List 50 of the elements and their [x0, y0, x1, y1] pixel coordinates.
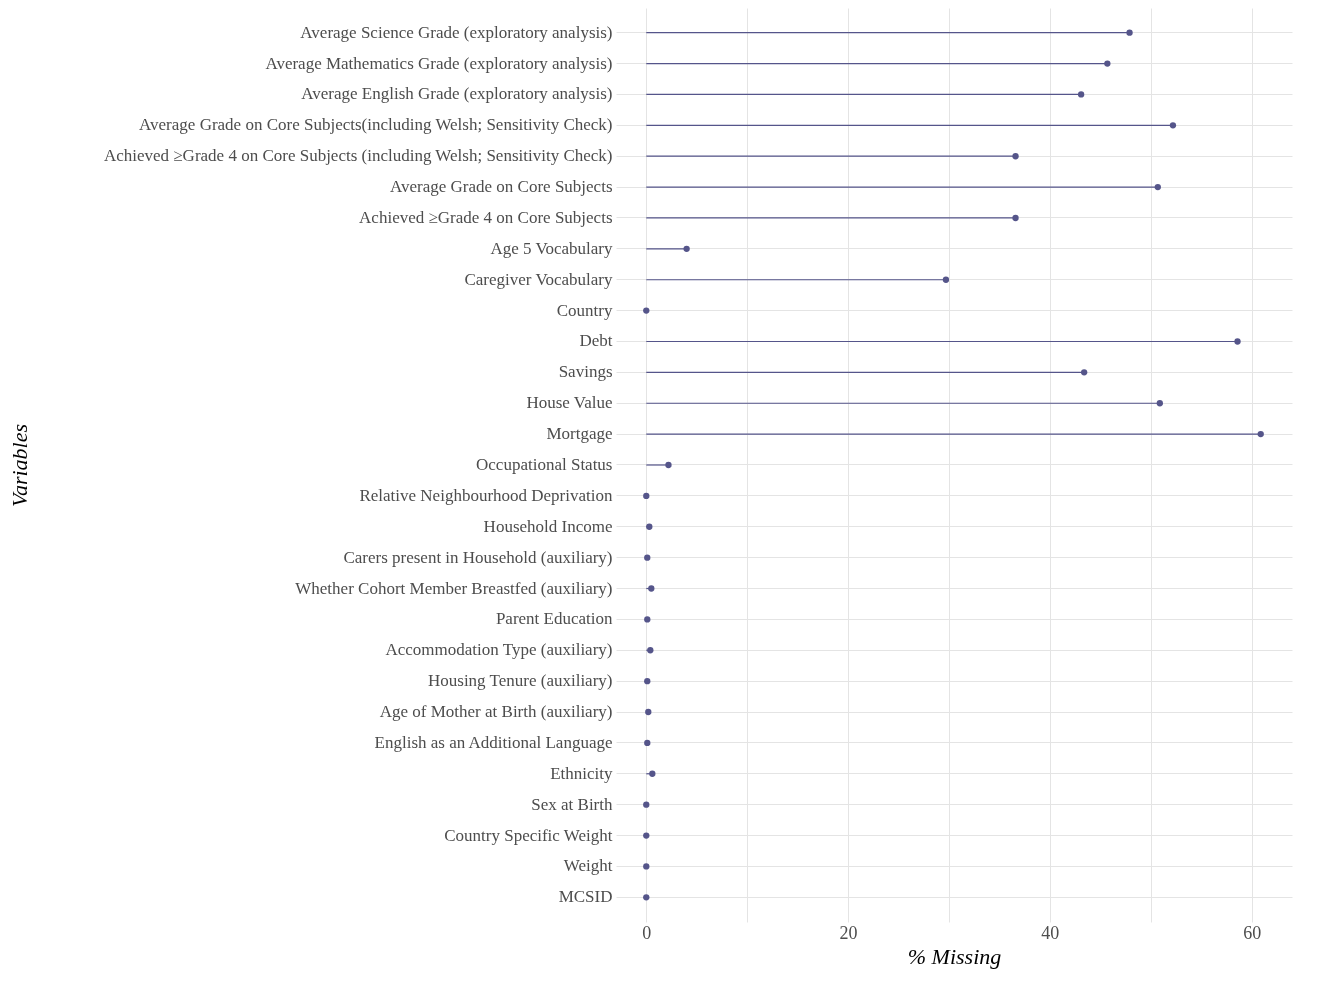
y-tick-label: Carers present in Household (auxiliary) [343, 547, 613, 567]
y-tick-label: Achieved ≥Grade 4 on Core Subjects [359, 207, 613, 227]
y-tick-label: MCSID [558, 887, 613, 907]
x-tick-label: 20 [839, 922, 858, 943]
y-tick-label: Savings [558, 362, 613, 382]
y-tick-label: Average English Grade (exploratory analysis) [301, 84, 613, 104]
y-tick-label: Sex at Birth [531, 794, 613, 814]
point [665, 461, 672, 469]
y-tick-label: Age 5 Vocabulary [490, 238, 613, 258]
x-tick-label: 0 [642, 922, 652, 943]
y-tick-label: Housing Tenure (auxiliary) [427, 671, 613, 691]
y-tick-label: Achieved ≥Grade 4 on Core Subjects (including Welsh; Sensitivity Check) [103, 146, 613, 166]
point [1234, 338, 1241, 345]
y-tick-label: Mortgage [546, 424, 613, 444]
y-tick-label: Ethnicity [550, 763, 613, 783]
y-tick-label: Caregiver Vocabulary [464, 269, 613, 289]
y-tick-label: Occupational Status [476, 455, 613, 474]
point [1012, 214, 1019, 222]
y-tick-label: House Value [526, 393, 613, 413]
y-tick-label: English as an Additional Language [374, 732, 613, 752]
point [1080, 369, 1088, 376]
y-tick-label: Household Income [483, 516, 613, 536]
x-tick-label: 40 [1041, 922, 1060, 943]
y-tick-label: Relative Neighbourhood Deprivation [359, 485, 613, 505]
x-tick-label: 60 [1243, 922, 1262, 943]
y-tick-label: Parent Education [495, 609, 613, 629]
point [1154, 183, 1161, 191]
y-tick-label: Average Science Grade (exploratory analysis) [300, 22, 613, 42]
point [1257, 430, 1264, 438]
y-tick-label: Average Grade on Core Subjects(including Welsh; Sensitivity Check) [139, 115, 613, 135]
y-tick-label: Country Specific Weight [444, 825, 613, 845]
y-tick-label: Average Mathematics Grade (exploratory analysis) [265, 53, 613, 73]
y-tick-label: Average Grade on Core Subjects [390, 177, 613, 197]
point [683, 245, 690, 253]
y-tick-label: Age of Mother at Birth (auxiliary) [379, 702, 613, 722]
point [1126, 29, 1133, 36]
y-tick-label: Whether Cohort Member Breastfed (auxiliary) [295, 578, 613, 598]
y-tick-label: Weight [563, 856, 613, 876]
point [1156, 400, 1163, 407]
y-tick-label: Accommodation Type (auxiliary) [385, 640, 613, 660]
x-axis-title: % Missing [907, 943, 1002, 969]
y-tick-label: Country [556, 300, 613, 320]
y-axis-title: Variables [6, 423, 32, 508]
point [1169, 122, 1177, 129]
point [1077, 91, 1085, 98]
y-tick-label: Debt [579, 331, 613, 351]
point [1104, 60, 1111, 67]
point [1012, 153, 1019, 160]
point [942, 276, 950, 283]
point [649, 770, 656, 777]
